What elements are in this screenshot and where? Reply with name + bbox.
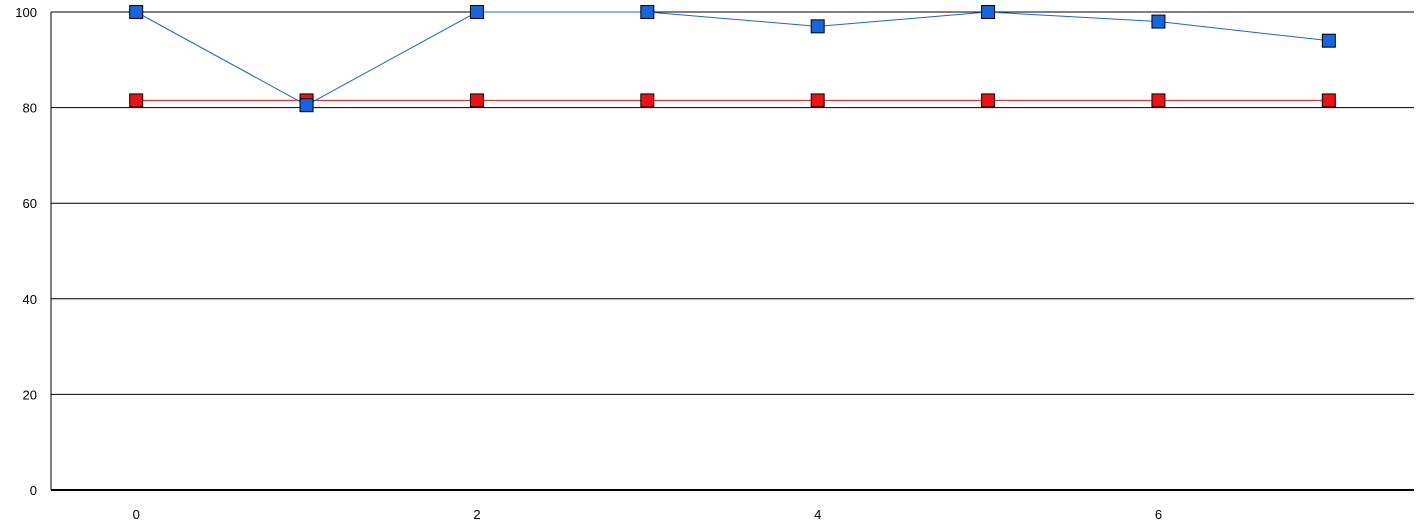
- series-1-point: [1151, 14, 1166, 29]
- series-1-line: [135, 11, 1329, 106]
- x-tick-label: 0: [133, 507, 140, 522]
- y-tick-label: 0: [30, 483, 37, 498]
- y-tick-label: 80: [23, 101, 37, 116]
- x-tick-label: 6: [1155, 507, 1162, 522]
- series-2-point: [1321, 93, 1336, 108]
- series-2-point: [640, 93, 655, 108]
- y-tick-label: 40: [23, 292, 37, 307]
- series-1-point: [299, 98, 314, 113]
- y-tick-label: 100: [15, 5, 37, 20]
- series-2-point: [469, 93, 484, 108]
- x-tick-label: 4: [814, 507, 821, 522]
- y-tick-label: 20: [23, 387, 37, 402]
- series-2-point: [129, 93, 144, 108]
- y-tick-label: 60: [23, 196, 37, 211]
- series-2-point: [810, 93, 825, 108]
- axes: [50, 12, 1414, 491]
- series-2-point: [1151, 93, 1166, 108]
- x-tick-labels: 0 2 4 6: [133, 507, 1162, 522]
- series-1-point: [469, 5, 484, 19]
- series-2-point: [981, 93, 996, 108]
- series-1-point: [640, 5, 655, 19]
- series-1-point: [981, 5, 996, 19]
- series-1: [129, 5, 1336, 113]
- series: [129, 5, 1336, 113]
- gridlines: [51, 11, 1414, 395]
- series-1-point: [129, 5, 144, 19]
- series-1-point: [1321, 33, 1336, 48]
- series-1-point: [810, 19, 825, 34]
- y-tick-labels: 0 20 40 60 80 100: [15, 5, 37, 498]
- x-tick-label: 2: [473, 507, 480, 522]
